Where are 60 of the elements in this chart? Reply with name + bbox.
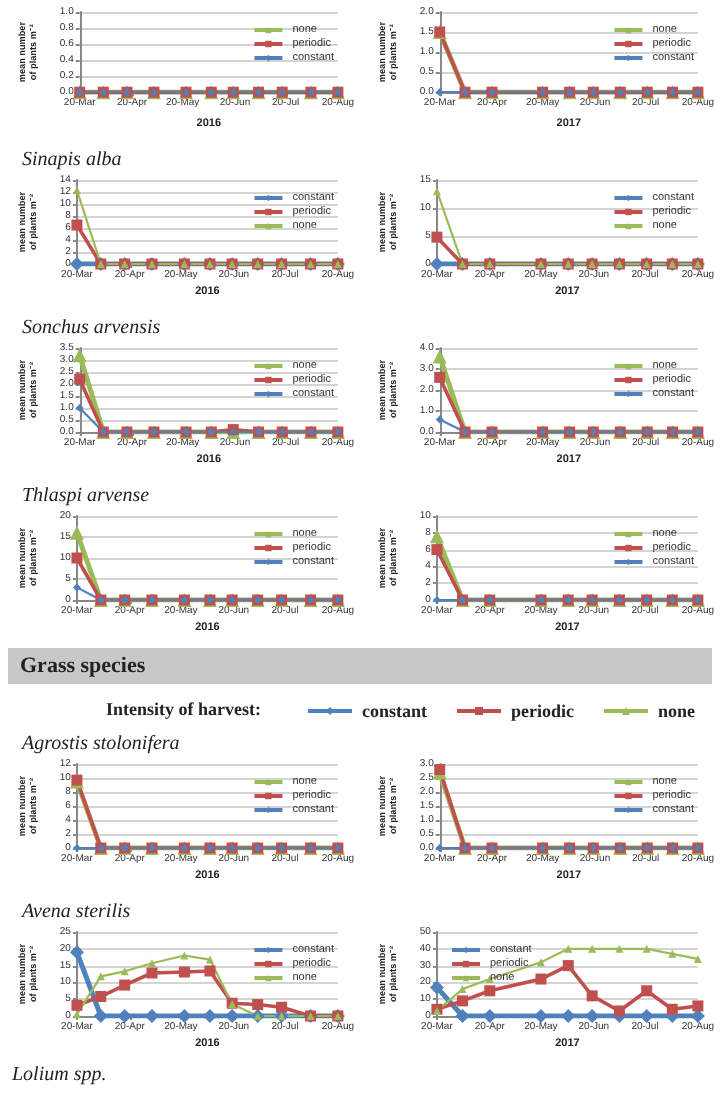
legend-label: constant (362, 701, 428, 721)
point (613, 1005, 625, 1017)
point (435, 415, 444, 424)
point (93, 1009, 108, 1023)
point (692, 1000, 704, 1012)
point (72, 583, 81, 592)
chart-title: Sinapis alba (22, 149, 122, 171)
text: Lolium spp. (10, 1062, 109, 1090)
point (431, 231, 443, 243)
point (484, 985, 496, 997)
chart-title: Thlaspi arvense (22, 485, 151, 507)
point (668, 949, 677, 958)
point (178, 966, 190, 978)
chart-title: Agrostis stolonifera (20, 733, 180, 755)
legend-label: none (658, 701, 696, 721)
point (535, 973, 547, 985)
chart-title: Sonchus arvensis (22, 317, 161, 339)
point (666, 1003, 678, 1015)
point (432, 349, 447, 364)
point (146, 967, 158, 979)
point (642, 944, 651, 953)
legend-title: Intensity of harvest: (106, 699, 261, 719)
point (586, 990, 598, 1002)
point (204, 965, 216, 977)
point (432, 187, 441, 196)
chart-title: Avena sterilis (20, 901, 131, 923)
point (205, 955, 214, 964)
point (147, 959, 156, 968)
point (71, 552, 83, 564)
point (536, 958, 545, 967)
point (455, 1009, 470, 1023)
point (458, 985, 467, 994)
point (588, 944, 597, 953)
point (252, 999, 264, 1011)
point (562, 960, 574, 972)
point (276, 1001, 288, 1013)
text: Grass species (8, 648, 712, 684)
point (72, 348, 87, 363)
point (117, 1009, 132, 1023)
point (429, 980, 444, 995)
point (74, 373, 86, 385)
point (564, 944, 573, 953)
point (69, 945, 84, 960)
point (177, 1009, 192, 1023)
point (180, 951, 189, 960)
point (434, 371, 446, 383)
point (641, 985, 653, 997)
point (95, 991, 107, 1003)
legend-label: periodic (511, 701, 575, 721)
point (693, 954, 702, 963)
point (71, 219, 83, 231)
point (72, 186, 81, 195)
point (119, 979, 131, 991)
point (71, 999, 83, 1011)
point (69, 525, 84, 540)
point (429, 529, 444, 544)
point (72, 1010, 81, 1019)
point (615, 944, 624, 953)
point (431, 544, 443, 556)
point (457, 995, 469, 1007)
